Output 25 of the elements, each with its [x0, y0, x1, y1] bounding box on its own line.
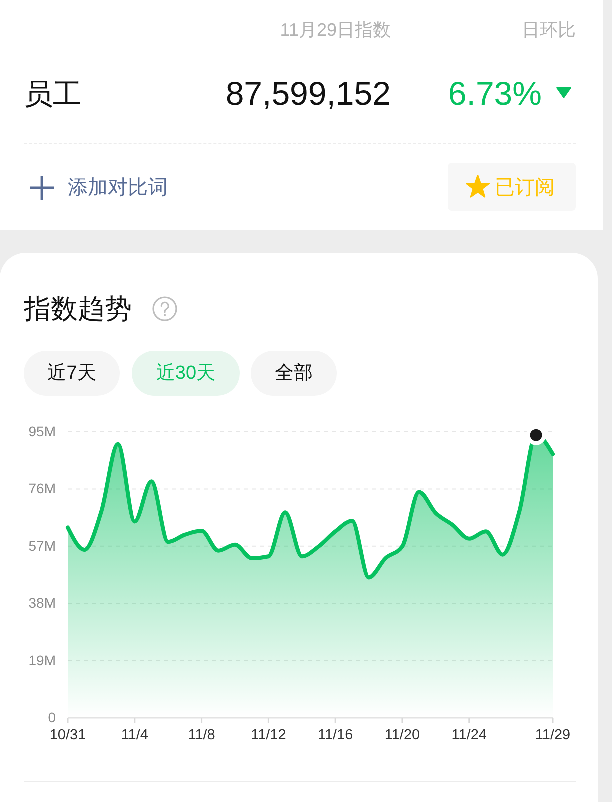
y-tick-label: 38M — [28, 595, 56, 612]
text: 近30天 — [156, 362, 216, 386]
x-tick-label: 11/29 — [535, 727, 571, 744]
text: 近7天 — [48, 362, 96, 386]
text: 添加对比词 — [68, 176, 168, 200]
y-tick-label: 95M — [28, 423, 56, 440]
y-tick-label: 57M — [28, 538, 56, 554]
y-tick-label: 0 — [48, 709, 56, 726]
x-tick-label: 10/31 — [50, 727, 86, 744]
x-tick-label: 11/24 — [452, 727, 487, 744]
x-tick-label: 11/8 — [188, 727, 216, 744]
x-tick-label: 11/16 — [318, 727, 354, 744]
text: 11月29日指数 — [280, 18, 391, 42]
text: 6.73% — [448, 74, 542, 114]
y-tick-label: 19M — [28, 652, 56, 668]
y-tick-label: 76M — [28, 480, 56, 497]
text: 员工 — [24, 78, 82, 113]
text: 已订阅 — [495, 176, 555, 200]
x-tick-label: 11/4 — [121, 727, 148, 744]
text: 87,599,152 — [226, 74, 391, 114]
chart-title: 指数趋势 — [24, 293, 132, 326]
text: 日环比 — [522, 18, 576, 42]
x-tick-label: 11/20 — [384, 727, 420, 744]
x-tick-label: 11/12 — [251, 727, 286, 744]
text: 全部 — [275, 362, 313, 386]
